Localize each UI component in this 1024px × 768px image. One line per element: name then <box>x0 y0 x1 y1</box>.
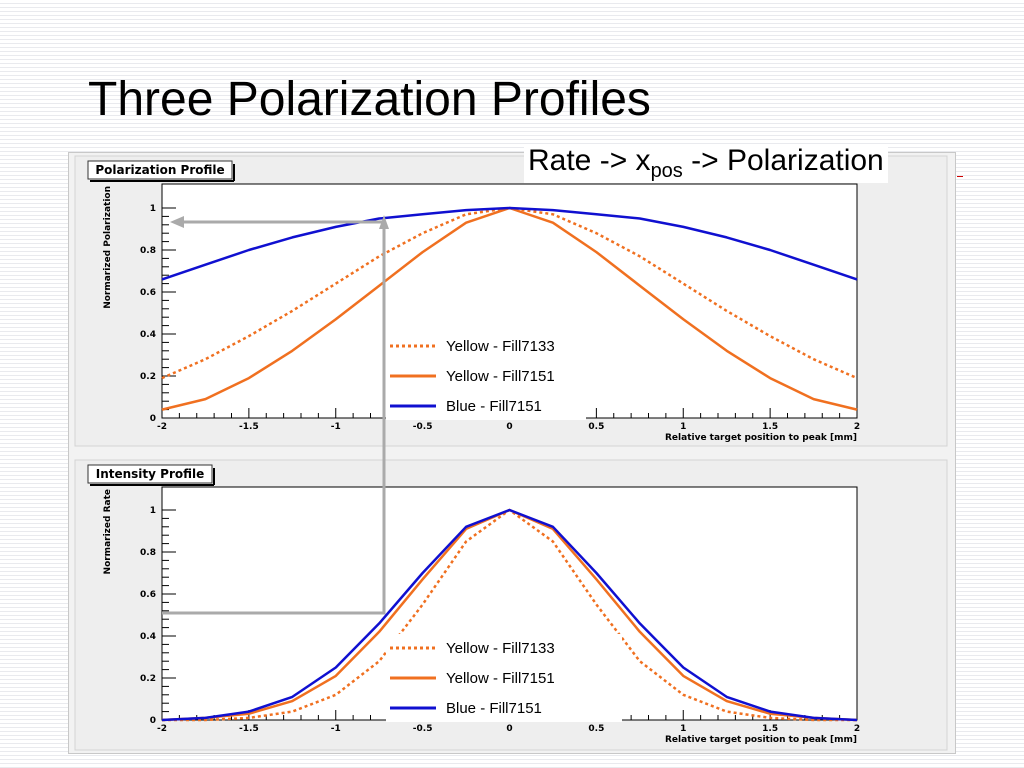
intensity-xtick-label: -1.5 <box>239 724 259 734</box>
intensity-ytick-label: 0 <box>150 716 156 726</box>
polarization-title-box <box>87 160 233 180</box>
intensity-xtick-label: 1 <box>680 724 686 734</box>
arrowhead-left <box>170 216 184 228</box>
polarization-ytick-label: 0 <box>150 414 156 424</box>
caption-suffix: -> Polarization <box>682 144 884 177</box>
polarization-xtick-label: 2 <box>854 422 860 432</box>
polarization-chart-title: Polarization Profile <box>95 163 224 177</box>
intensity-legend-label: Yellow - Fill7133 <box>446 640 555 657</box>
intensity-title-box <box>87 464 213 484</box>
polarization-chart: Polarization Profile 0 0.2 0.4 0.6 0.8 1 -2 -1.5… <box>74 155 948 447</box>
intensity-chart-title: Intensity Profile <box>96 467 205 481</box>
polarization-ytick-label: 0.6 <box>140 288 156 298</box>
annotation-arrows <box>162 215 389 615</box>
polarization-xtick-label: 1 <box>680 422 686 432</box>
intensity-xtick-label: 0 <box>506 724 512 734</box>
intensity-y-axis-label: Normarized Rate <box>103 489 113 574</box>
polarization-xtick-label: -0.5 <box>413 422 433 432</box>
polarization-xtick-label: -1.5 <box>239 422 259 432</box>
intensity-xtick-label: 0.5 <box>588 724 604 734</box>
red-mark <box>957 176 963 177</box>
polarization-series-line <box>161 206 858 380</box>
polarization-xtick-label: -2 <box>157 422 167 432</box>
intensity-ytick-label: 0.4 <box>140 632 156 642</box>
polarization-legend-label: Blue - Fill7151 <box>446 398 542 415</box>
intensity-ytick-label: 0.8 <box>140 548 156 558</box>
intensity-x-axis-label: Relative target position to peak [mm] <box>665 735 857 745</box>
polarization-x-axis-label: Relative target position to peak [mm] <box>665 433 857 443</box>
polarization-ytick-label: 0.2 <box>140 372 156 382</box>
caption-subscript: pos <box>650 160 683 182</box>
polarization-legend-bg <box>386 332 586 360</box>
arrowhead-up <box>379 215 389 229</box>
intensity-xtick-label: 1.5 <box>762 724 778 734</box>
intensity-ytick-label: 0.6 <box>140 590 156 600</box>
polarization-legend-label: Yellow - Fill7133 <box>446 338 555 355</box>
caption-prefix: Rate -> x <box>528 144 651 177</box>
polarization-xtick-label: -1 <box>331 422 341 432</box>
intensity-xtick-label: -1 <box>331 724 341 734</box>
polarization-legend-label: Yellow - Fill7151 <box>446 368 555 385</box>
intensity-ytick-label: 1 <box>150 506 156 516</box>
intensity-legend-label: Yellow - Fill7151 <box>446 670 555 687</box>
polarization-xtick-label: 0.5 <box>588 422 604 432</box>
intensity-xtick-label: 2 <box>854 724 860 734</box>
polarization-ytick-label: 0.4 <box>140 330 156 340</box>
intensity-legend-bg <box>386 634 622 662</box>
polarization-ytick-label: 1 <box>150 204 156 214</box>
polarization-xtick-label: 0 <box>506 422 512 432</box>
slide-title: Three Polarization Profiles <box>88 73 651 126</box>
intensity-ytick-label: 0.2 <box>140 674 156 684</box>
caption: Rate -> xpos -> Polarization <box>524 144 888 183</box>
intensity-series-line <box>161 508 858 722</box>
polarization-series-line <box>161 206 858 281</box>
polarization-y-axis-label: Normarized Polarization <box>103 186 113 309</box>
polarization-ytick-label: 0.8 <box>140 246 156 256</box>
annotation-path <box>162 220 386 615</box>
polarization-xtick-label: 1.5 <box>762 422 778 432</box>
intensity-xtick-label: -0.5 <box>413 724 433 734</box>
intensity-chart: Intensity Profile 0 0.2 0.4 0.6 0.8 1 -2 -1.5 -1 -… <box>74 459 948 751</box>
intensity-legend-label: Blue - Fill7151 <box>446 700 542 717</box>
intensity-xtick-label: -2 <box>157 724 167 734</box>
